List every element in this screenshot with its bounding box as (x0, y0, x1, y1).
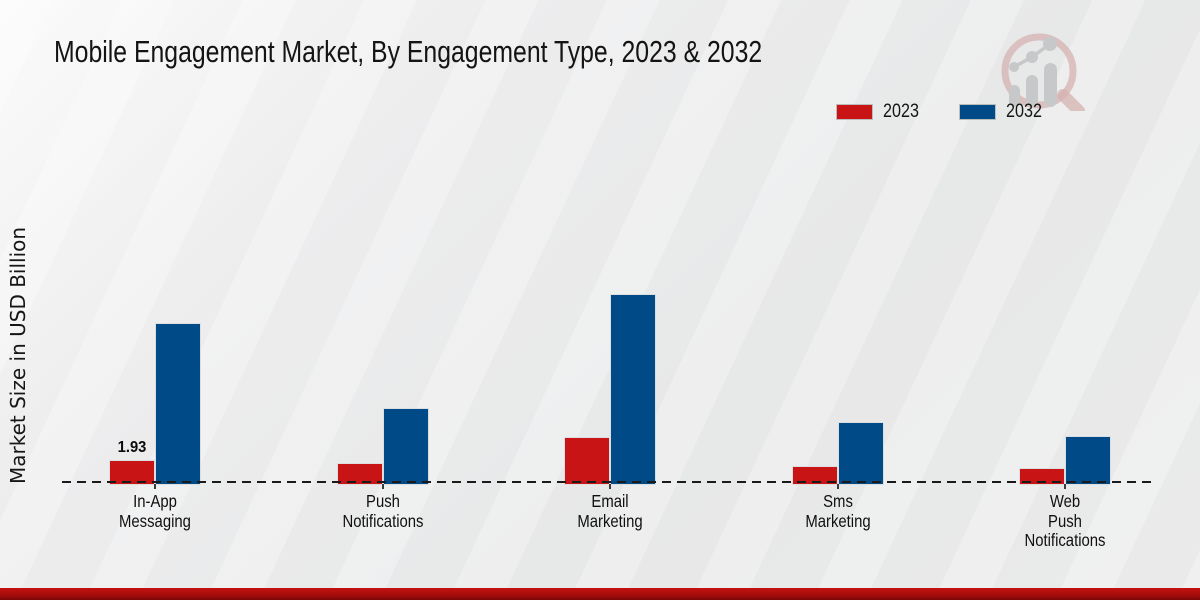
x-axis-baseline (62, 481, 1155, 483)
legend-swatch-2023 (836, 104, 873, 120)
bar-2032-push-notifications (382, 408, 429, 485)
data-label-in-app-messaging: 1.93 (117, 439, 147, 456)
category-label-web-push-notifications: Web Push Notifications (1024, 491, 1106, 550)
bar-2032-in-app-messaging (155, 323, 201, 485)
axis-tick (154, 484, 156, 489)
axis-tick (1064, 484, 1066, 489)
legend-label-2032: 2032 (1006, 101, 1043, 122)
footer-accent-bar (0, 588, 1200, 600)
bar-2032-web-push-notifications (1065, 436, 1111, 485)
legend-item-2023: 2023 (836, 101, 925, 123)
legend-swatch-2032 (959, 104, 997, 120)
bar-2023-web-push-notifications (1019, 468, 1065, 485)
bar-2023-push-notifications (336, 463, 383, 485)
bar-2032-sms-marketing (837, 422, 884, 485)
bar-2032-email-marketing (610, 294, 656, 485)
chart-title: Mobile Engagement Market, By Engagement … (54, 34, 763, 69)
axis-tick (836, 484, 839, 489)
axis-tick (381, 484, 384, 489)
bar-2023-in-app-messaging (109, 460, 155, 485)
bar-2023-sms-marketing (791, 466, 838, 485)
category-label-sms-marketing: Sms Marketing (804, 491, 871, 531)
category-label-push-notifications: Push Notifications (341, 491, 424, 531)
legend-label-2023: 2023 (883, 101, 919, 122)
magnifier-bar-chart-logo-icon (1001, 33, 1085, 111)
category-label-email-marketing: Email Marketing (577, 491, 643, 531)
legend-item-2032: 2032 (959, 101, 1048, 123)
legend: 2023 2032 (836, 101, 1049, 123)
category-label-in-app-messaging: In-App Messaging (119, 491, 191, 531)
axis-tick (609, 484, 611, 489)
bar-2023-email-marketing (564, 437, 610, 485)
